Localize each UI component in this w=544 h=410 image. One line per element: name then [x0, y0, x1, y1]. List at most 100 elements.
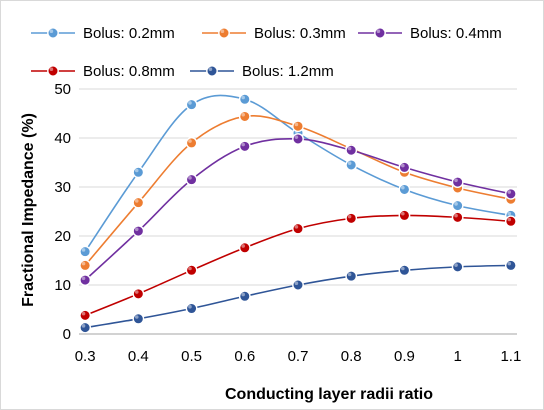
- data-point-body: [504, 187, 517, 200]
- data-point-highlight: [294, 122, 299, 127]
- legend-marker-highlight: [220, 29, 225, 33]
- legend-marker: [218, 27, 230, 39]
- legend-marker: [374, 27, 386, 39]
- data-point-body: [504, 215, 517, 228]
- legend-item: Bolus: 0.2mm: [31, 25, 175, 42]
- data-point-highlight: [294, 135, 299, 139]
- data-point-highlight: [454, 178, 458, 183]
- data-point-body: [345, 159, 358, 171]
- data-point-highlight: [507, 211, 512, 216]
- data-point-highlight: [401, 211, 405, 216]
- data-point: [292, 222, 304, 235]
- data-point: [132, 225, 145, 238]
- series-markers: [79, 93, 517, 334]
- data-point: [238, 110, 251, 123]
- data-point-body: [292, 133, 304, 145]
- data-point: [79, 259, 92, 272]
- data-point-body: [292, 120, 304, 133]
- data-point-highlight: [294, 281, 299, 286]
- data-point: [345, 270, 358, 283]
- data-point: [292, 279, 304, 291]
- data-point-body: [185, 173, 198, 186]
- data-point-highlight: [401, 163, 405, 168]
- y-axis-title: Fractional Impedance (%): [20, 113, 37, 307]
- data-point-highlight: [454, 263, 458, 267]
- data-point-body: [185, 302, 198, 315]
- data-point-highlight: [454, 202, 458, 206]
- data-point: [345, 159, 358, 171]
- data-point-highlight: [81, 324, 86, 328]
- x-axis-title: Conducting layer radii ratio: [225, 386, 433, 403]
- data-point: [185, 98, 198, 111]
- data-point-highlight: [81, 261, 86, 266]
- data-point-highlight: [507, 261, 512, 266]
- data-point: [79, 309, 92, 322]
- data-point: [79, 245, 92, 258]
- data-point: [238, 290, 251, 303]
- data-point-highlight: [188, 139, 192, 143]
- data-point-highlight: [134, 168, 139, 173]
- data-point-body: [238, 93, 251, 106]
- data-point-body: [185, 264, 198, 277]
- x-tick-label: 0.6: [234, 348, 255, 365]
- data-point-highlight: [134, 227, 139, 232]
- axes: 0 10 20 30 40 50 0.3 0.4 0.5 0.6 0.7 0.8 0.9 1 1.1: [54, 81, 521, 365]
- data-point-highlight: [241, 112, 245, 117]
- data-point-body: [451, 260, 464, 273]
- data-point-body: [451, 211, 464, 224]
- series-line-3: [84, 138, 512, 281]
- data-point-body: [185, 98, 198, 111]
- y-tick-label: 40: [54, 130, 71, 147]
- y-tick-label: 20: [54, 228, 71, 245]
- data-point-body: [398, 264, 411, 277]
- data-point-body: [79, 245, 92, 258]
- y-tick-label: 10: [54, 277, 71, 294]
- data-point: [451, 260, 464, 273]
- data-point-highlight: [81, 311, 86, 316]
- data-point-body: [292, 222, 304, 235]
- legend-marker-highlight: [208, 67, 213, 71]
- data-point: [132, 166, 145, 179]
- legend-marker: [206, 65, 218, 77]
- data-point-body: [238, 110, 251, 123]
- legend-label: Bolus: 1.2mm: [242, 63, 334, 80]
- data-point: [451, 211, 464, 224]
- x-tick-label: 1.1: [500, 348, 521, 365]
- data-point-body: [79, 309, 92, 322]
- legend-label: Bolus: 0.4mm: [410, 25, 502, 42]
- data-point-highlight: [347, 146, 352, 151]
- y-tick-label: 50: [54, 81, 71, 98]
- data-point: [79, 321, 92, 334]
- data-point-body: [238, 241, 251, 254]
- data-point-highlight: [294, 225, 299, 229]
- data-point: [238, 93, 251, 106]
- data-point-highlight: [134, 315, 139, 319]
- series-line-5: [85, 264, 511, 329]
- data-point: [451, 199, 464, 212]
- data-point-body: [132, 287, 145, 300]
- legend-marker: [47, 27, 59, 39]
- x-tick-label: 0.7: [288, 348, 309, 365]
- data-point: [398, 183, 411, 196]
- data-point: [504, 215, 517, 228]
- data-point-highlight: [454, 213, 458, 218]
- x-tick-label: 0.8: [341, 348, 362, 365]
- data-point: [185, 302, 198, 315]
- data-point: [238, 241, 251, 254]
- data-point-body: [132, 166, 145, 179]
- x-tick-label: 0.5: [181, 348, 202, 365]
- data-point-body: [238, 140, 251, 153]
- legend-item: Bolus: 0.4mm: [358, 25, 502, 42]
- data-point-body: [132, 312, 145, 325]
- data-point: [238, 140, 251, 153]
- data-point-highlight: [241, 95, 245, 100]
- data-point-highlight: [81, 276, 86, 281]
- legend-item: Bolus: 0.3mm: [202, 25, 346, 42]
- data-point-body: [79, 321, 92, 334]
- legend-marker-body: [218, 27, 230, 39]
- data-point-body: [398, 209, 411, 222]
- data-point-highlight: [401, 266, 405, 271]
- data-point-body: [132, 225, 145, 238]
